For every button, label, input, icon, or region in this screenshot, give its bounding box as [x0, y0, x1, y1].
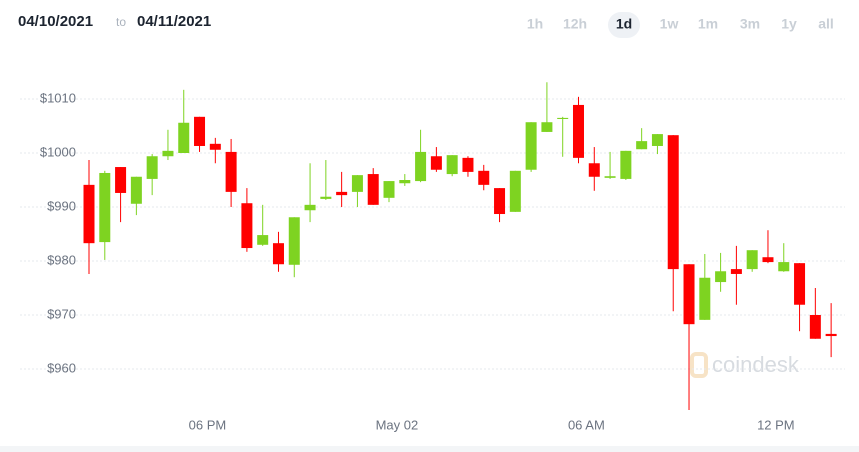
- candle-body: [162, 150, 174, 157]
- selected-button-bg: [608, 12, 640, 38]
- candle-body: [746, 250, 758, 270]
- candle-body: [351, 175, 363, 192]
- watermark: coindesk: [712, 352, 800, 377]
- y-tick-label: $980: [47, 252, 76, 267]
- y-tick-label: $1000: [40, 144, 76, 159]
- candle-body: [130, 176, 142, 204]
- range-button[interactable]: 3m: [740, 16, 760, 32]
- candle-body: [794, 263, 806, 305]
- date-to[interactable]: 04/11/2021: [137, 13, 211, 30]
- candle-body: [320, 196, 332, 199]
- candle-body: [588, 163, 600, 177]
- range-button[interactable]: all: [818, 16, 834, 32]
- candle-body: [430, 156, 442, 170]
- candle-body: [572, 104, 584, 158]
- candle-body: [478, 170, 490, 185]
- candle-body: [604, 176, 616, 178]
- candle-body: [809, 315, 821, 339]
- candle-body: [383, 181, 395, 198]
- candle-body: [194, 116, 206, 146]
- candle-body: [367, 174, 379, 205]
- range-buttons: 1h 12h 1d 1w 1m 3m 1y all: [527, 12, 834, 38]
- candle-body: [825, 333, 837, 337]
- date-to-label: to: [116, 15, 126, 29]
- x-tick-label: 06 AM: [568, 417, 605, 432]
- candle-body: [178, 122, 190, 153]
- candle-body: [762, 257, 774, 263]
- candle-body: [209, 143, 221, 150]
- candle-body: [241, 203, 253, 249]
- range-button[interactable]: 1y: [781, 16, 797, 32]
- range-button[interactable]: 1d: [616, 16, 632, 32]
- date-from[interactable]: 04/10/2021: [18, 13, 93, 30]
- y-tick-label: $960: [47, 360, 76, 375]
- x-tick-label: 12 PM: [757, 417, 795, 432]
- candle-body: [494, 188, 506, 215]
- candle-body: [146, 156, 158, 179]
- candle-body: [225, 151, 237, 192]
- y-tick-label: $1010: [40, 90, 76, 105]
- candle-body: [272, 243, 284, 265]
- candle-body: [715, 271, 727, 283]
- candle-body: [288, 217, 300, 265]
- candle-body: [778, 262, 790, 272]
- candle-body: [636, 141, 648, 150]
- range-button[interactable]: 1h: [527, 16, 543, 32]
- candle-body: [462, 157, 474, 172]
- x-tick-label: 06 PM: [189, 417, 227, 432]
- candle-body: [99, 172, 111, 243]
- candle-body: [304, 204, 316, 211]
- plot: coindesk $960 $970 $980 $990 $1000 $1010 06 PM M…: [20, 82, 845, 432]
- candle-body: [257, 235, 269, 245]
- bottom-strip: [0, 446, 859, 452]
- range-button[interactable]: 1m: [698, 16, 718, 32]
- candle-body: [83, 184, 95, 244]
- candle-body: [336, 191, 348, 196]
- candle-body: [509, 170, 521, 212]
- y-tick-label: $990: [47, 198, 76, 213]
- x-tick-label: May 02: [376, 417, 419, 432]
- candle-body: [446, 155, 458, 175]
- candle-body: [115, 167, 127, 193]
- candle-body: [620, 150, 632, 179]
- range-button[interactable]: 12h: [563, 16, 587, 32]
- candle-body: [699, 277, 711, 320]
- candle-body: [730, 269, 742, 274]
- candle-body: [557, 117, 569, 119]
- candle-body: [651, 134, 663, 146]
- candle-body: [525, 122, 537, 170]
- candle-body: [399, 180, 411, 184]
- range-button[interactable]: 1w: [660, 16, 679, 32]
- candle-body: [683, 264, 695, 325]
- candle-body: [415, 151, 427, 182]
- watermark-logo: [690, 352, 708, 378]
- candle-body: [541, 122, 553, 132]
- candle-body: [667, 135, 679, 270]
- y-tick-label: $970: [47, 306, 76, 321]
